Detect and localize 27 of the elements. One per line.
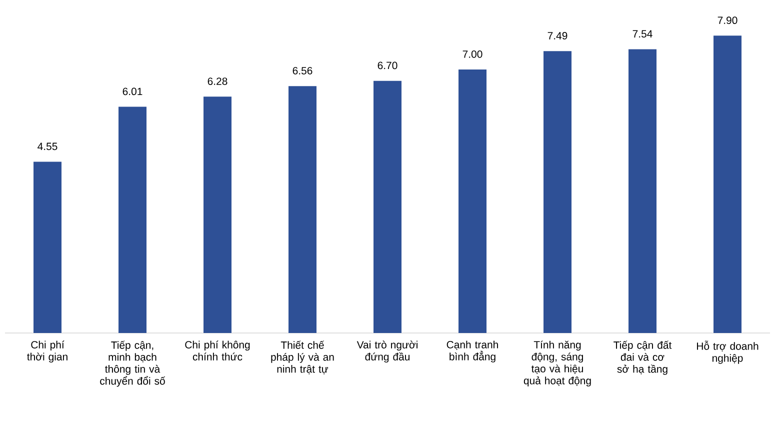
data-label: 6.28 — [208, 78, 228, 85]
x-tick-label: Tiếp cận đất đai và cơ sở hạ tầng — [614, 340, 672, 375]
bar — [458, 70, 487, 333]
x-tick-label: Chi phí không chính thức — [185, 340, 250, 360]
data-label: 7.00 — [462, 50, 482, 58]
bar — [34, 162, 62, 333]
data-label: 6.56 — [292, 67, 312, 74]
bar — [204, 96, 232, 333]
x-tick-label: Tiếp cận, minh bạch thông tin và chuyển đổi số — [100, 340, 166, 387]
bar — [714, 36, 742, 333]
x-tick-label: Tính năng động, sáng tạo và hiệu quả hoạt động — [524, 340, 591, 386]
data-label: 4.55 — [38, 142, 58, 150]
bar — [544, 51, 572, 333]
x-tick-label: Hỗ trợ doanh nghiệp — [697, 340, 758, 364]
data-label: 7.54 — [632, 30, 652, 38]
x-tick-label: Vai trò người đứng đầu — [356, 340, 418, 363]
data-label: 7.90 — [718, 16, 738, 24]
bar — [628, 49, 657, 333]
bar — [374, 80, 402, 333]
data-label: 6.01 — [122, 88, 142, 96]
bar — [118, 106, 146, 333]
data-label: 6.70 — [378, 62, 398, 70]
x-tick-label: Thiết chế pháp lý và an ninh trật tự — [271, 340, 334, 374]
x-tick-label: Chi phí thời gian — [27, 340, 68, 363]
x-tick-label: Cạnh tranh bình đẳng — [446, 340, 498, 362]
bar — [288, 86, 316, 333]
data-label: 7.49 — [548, 32, 568, 40]
